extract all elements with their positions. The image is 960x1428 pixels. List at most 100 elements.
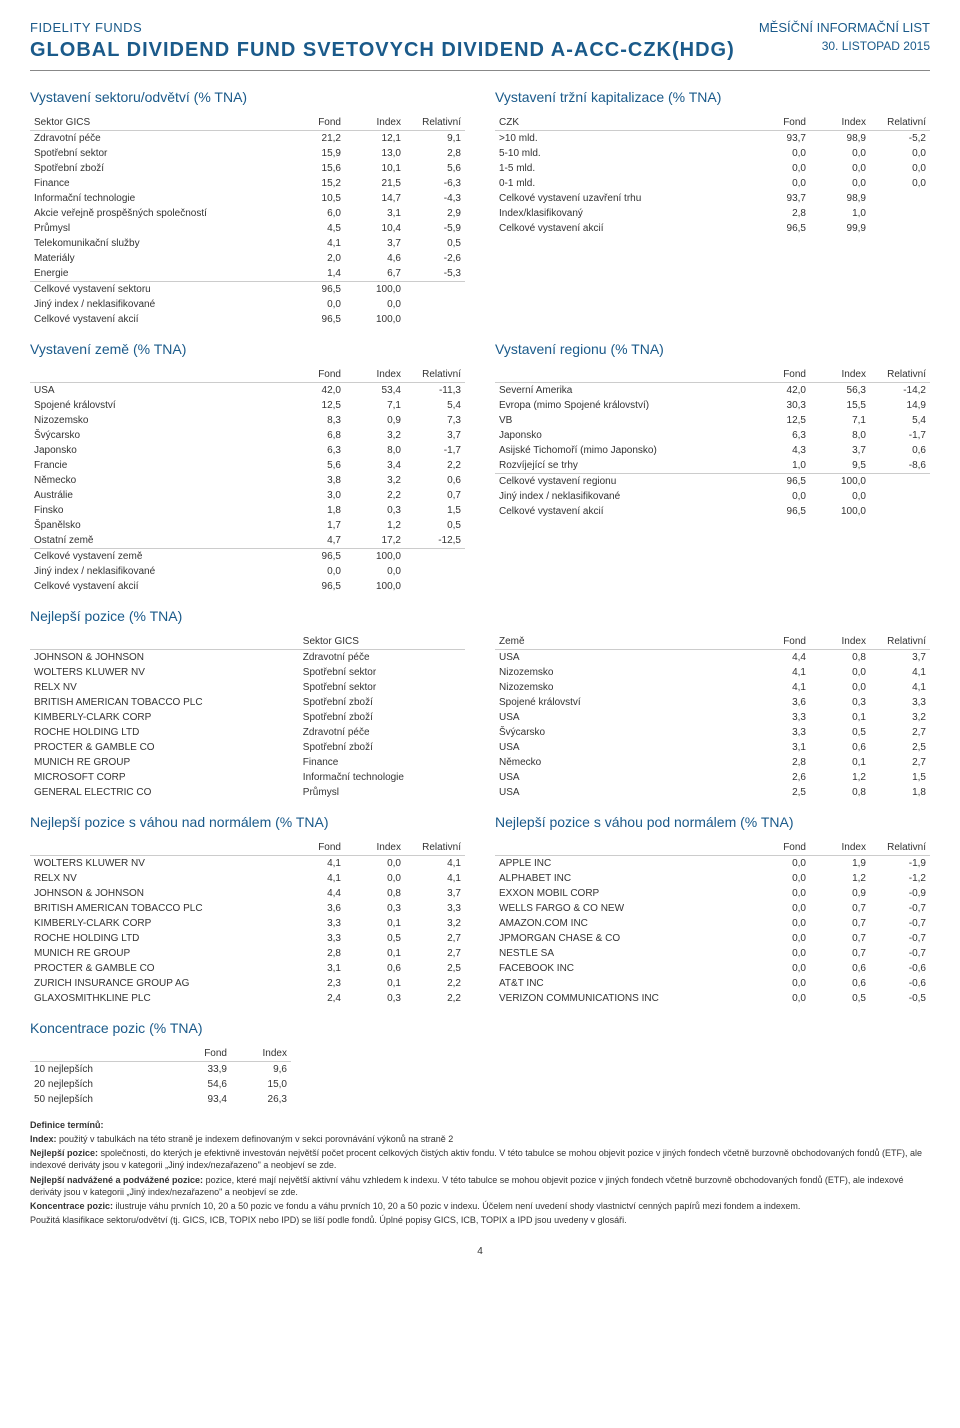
cell: 0,0	[750, 856, 810, 872]
cell: 4,7	[285, 533, 345, 549]
cell: 0,1	[810, 710, 870, 725]
table-row: Austrálie3,02,20,7	[30, 488, 465, 503]
cell: Index/klasifikovaný	[495, 206, 750, 221]
table-row: JOHNSON & JOHNSONZdravotní péče	[30, 650, 465, 666]
cell: Informační technologie	[30, 191, 285, 206]
cell: 0,6	[810, 976, 870, 991]
cell: 0,7	[810, 916, 870, 931]
table-row: 5-10 mld.0,00,00,0	[495, 146, 930, 161]
cell: 10 nejlepších	[30, 1062, 171, 1078]
cell: Španělsko	[30, 518, 285, 533]
table-row: Japonsko6,38,0-1,7	[495, 428, 930, 443]
table-row: AMAZON.COM INC0,00,7-0,7	[495, 916, 930, 931]
cell: 0,1	[345, 976, 405, 991]
col-index: Index	[810, 840, 870, 856]
overweight-table: Fond Index Relativní WOLTERS KLUWER NV4,…	[30, 840, 465, 1006]
cell: 99,9	[810, 221, 870, 236]
cell: 0,5	[405, 518, 465, 533]
footnote-line: Index: použitý v tabulkách na této stran…	[30, 1133, 930, 1145]
cell: PROCTER & GAMBLE CO	[30, 961, 285, 976]
cell: 9,1	[405, 131, 465, 147]
cell: 0,0	[750, 991, 810, 1006]
cell: 0,0	[285, 564, 345, 579]
cell: 2,6	[750, 770, 810, 785]
cell: 0,9	[810, 886, 870, 901]
table-row: Německo3,83,20,6	[30, 473, 465, 488]
cell: Spotřební zboží	[299, 710, 465, 725]
cell: 8,0	[810, 428, 870, 443]
table-row: Jiný index / neklasifikované0,00,0	[30, 297, 465, 312]
cell: 15,6	[285, 161, 345, 176]
footnote-line: Nejlepší pozice: společnosti, do kterých…	[30, 1147, 930, 1171]
table-row: ZURICH INSURANCE GROUP AG2,30,12,2	[30, 976, 465, 991]
table-row: Celkové vystavení akcií96,5100,0	[495, 504, 930, 519]
cell: 0,5	[810, 725, 870, 740]
cell: KIMBERLY-CLARK CORP	[30, 916, 285, 931]
cell: Celkové vystavení akcií	[495, 221, 750, 236]
cell: 21,5	[345, 176, 405, 191]
cell: GENERAL ELECTRIC CO	[30, 785, 299, 800]
cell: 96,5	[750, 504, 810, 519]
cell: 1,4	[285, 266, 345, 282]
table-row: Švýcarsko6,83,23,7	[30, 428, 465, 443]
cell: MUNICH RE GROUP	[30, 755, 299, 770]
cell: Celkové vystavení akcií	[30, 312, 285, 327]
table-row: Severní Amerika42,056,3-14,2	[495, 383, 930, 399]
table-row: KIMBERLY-CLARK CORP3,30,13,2	[30, 916, 465, 931]
cell: 26,3	[231, 1092, 291, 1107]
cell: Švýcarsko	[495, 725, 750, 740]
cell: 3,3	[750, 710, 810, 725]
cell: 1,7	[285, 518, 345, 533]
col-blank	[30, 634, 299, 650]
cell: JPMORGAN CHASE & CO	[495, 931, 750, 946]
cell: 1,0	[810, 206, 870, 221]
region-table: Fond Index Relativní Severní Amerika42,0…	[495, 367, 930, 519]
cell: 0,0	[750, 146, 810, 161]
cell: ZURICH INSURANCE GROUP AG	[30, 976, 285, 991]
cell: 0,7	[405, 488, 465, 503]
region-title: Vystavení regionu (% TNA)	[495, 341, 930, 357]
table-row: Francie5,63,42,2	[30, 458, 465, 473]
cell: Energie	[30, 266, 285, 282]
cell: 96,5	[285, 579, 345, 594]
table-row: PROCTER & GAMBLE COSpotřební zboží	[30, 740, 465, 755]
table-row: USA2,61,21,5	[495, 770, 930, 785]
col-index: Index	[810, 634, 870, 650]
cell: 2,2	[405, 976, 465, 991]
country-title: Vystavení země (% TNA)	[30, 341, 465, 357]
table-row: 1-5 mld.0,00,00,0	[495, 161, 930, 176]
cell: 12,1	[345, 131, 405, 147]
cell: JOHNSON & JOHNSON	[30, 650, 299, 666]
cell: 4,1	[750, 665, 810, 680]
cell: 4,3	[750, 443, 810, 458]
cell: 3,3	[285, 931, 345, 946]
cell: Celkové vystavení akcií	[495, 504, 750, 519]
header-left: FIDELITY FUNDS GLOBAL DIVIDEND FUND SVET…	[30, 20, 735, 62]
cell: AMAZON.COM INC	[495, 916, 750, 931]
cell: 4,4	[285, 886, 345, 901]
cell: 6,7	[345, 266, 405, 282]
table-row: BRITISH AMERICAN TOBACCO PLCSpotřební zb…	[30, 695, 465, 710]
cell: APPLE INC	[495, 856, 750, 872]
cell: 3,3	[405, 901, 465, 916]
cell: 0,0	[750, 901, 810, 916]
cell: 1,8	[285, 503, 345, 518]
table-row: GENERAL ELECTRIC COPrůmysl	[30, 785, 465, 800]
table-row: USA42,053,4-11,3	[30, 383, 465, 399]
cell: 3,1	[285, 961, 345, 976]
cell: 5,4	[405, 398, 465, 413]
cell: Spotřební sektor	[30, 146, 285, 161]
table-row: RELX NVSpotřební sektor	[30, 680, 465, 695]
cell: WELLS FARGO & CO NEW	[495, 901, 750, 916]
cell: 93,7	[750, 131, 810, 147]
cell: Celkové vystavení sektoru	[30, 282, 285, 298]
cell: 0,0	[750, 961, 810, 976]
doc-type: MĚSÍČNÍ INFORMAČNÍ LIST	[759, 20, 930, 35]
cell: 3,1	[345, 206, 405, 221]
cell: 3,2	[345, 428, 405, 443]
cell: 0,6	[870, 443, 930, 458]
cell: 2,8	[285, 946, 345, 961]
mcap-table: CZK Fond Index Relativní >10 mld.93,798,…	[495, 115, 930, 236]
table-row: Celkové vystavení sektoru96,5100,0	[30, 282, 465, 298]
cell: 3,7	[405, 886, 465, 901]
